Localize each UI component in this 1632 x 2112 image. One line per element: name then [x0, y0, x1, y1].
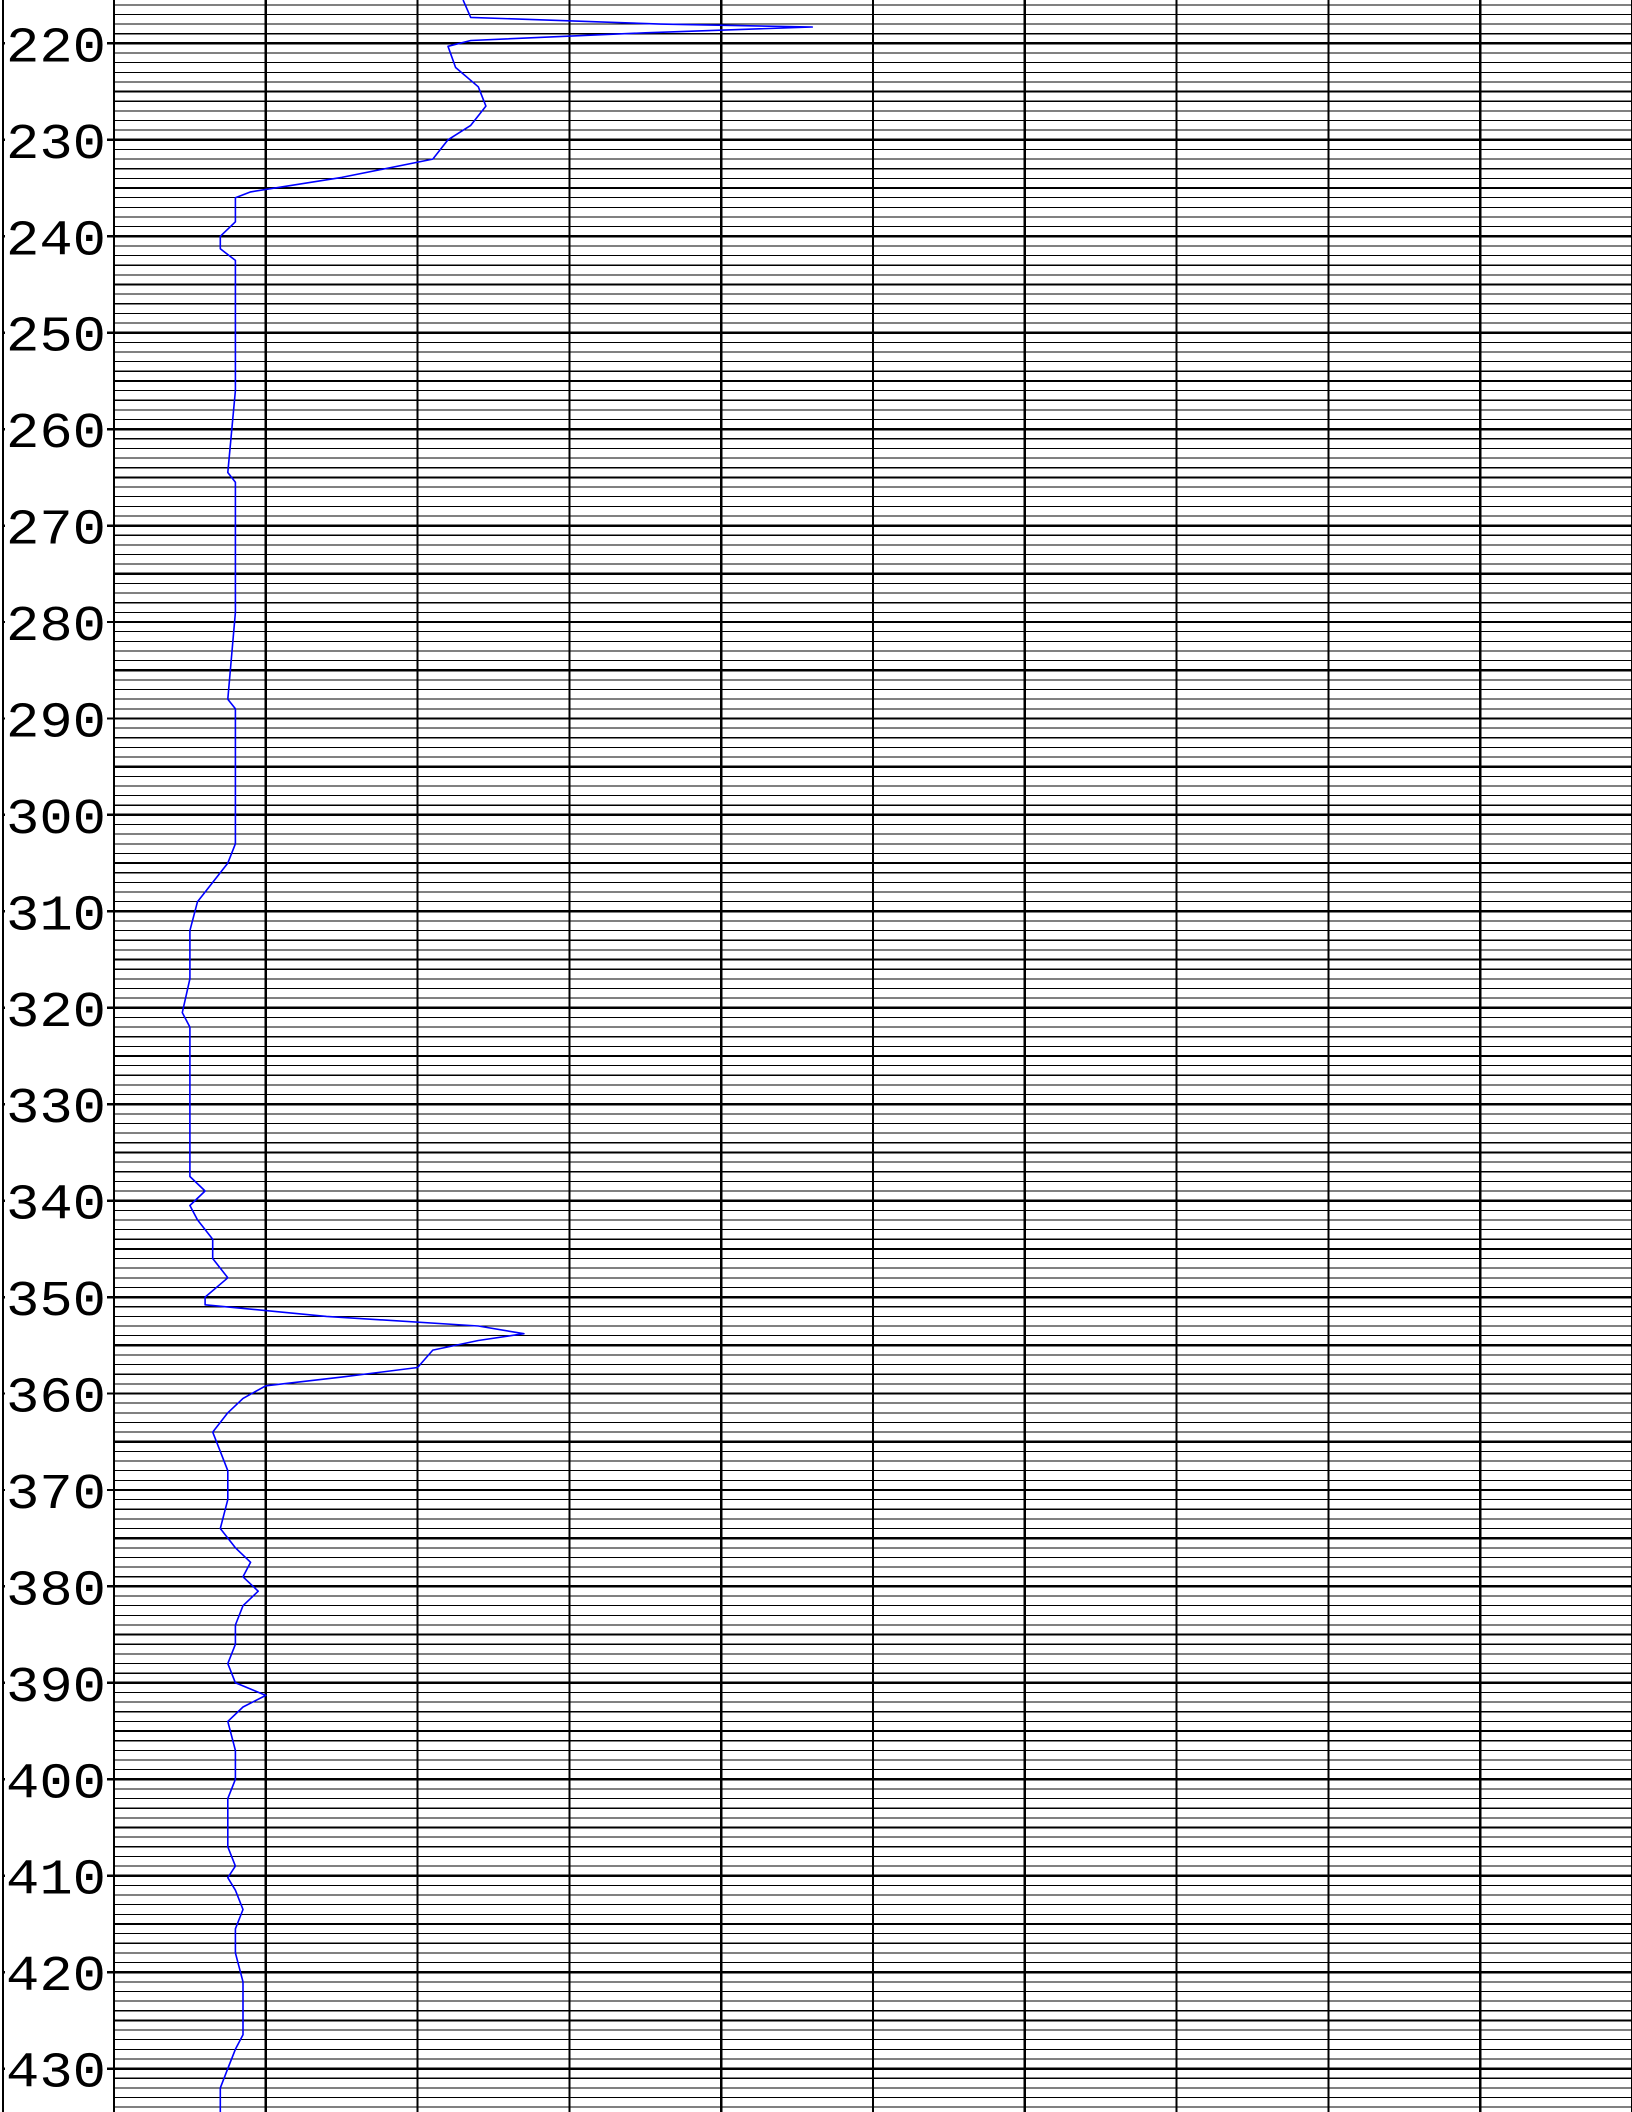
depth-tick-label: 320 [6, 985, 106, 1042]
depth-label-background [5, 500, 107, 547]
depth-label-background [5, 982, 107, 1029]
depth-label-background [5, 1464, 107, 1511]
depth-tick-label: 380 [6, 1563, 106, 1620]
depth-label-background [5, 18, 107, 65]
depth-label-background [5, 1657, 107, 1704]
depth-tick-label: 330 [6, 1081, 106, 1138]
depth-tick-label: 370 [6, 1467, 106, 1524]
depth-tick-label: 410 [6, 1853, 106, 1910]
depth-tick-label: 250 [6, 310, 106, 367]
depth-label-background [5, 1754, 107, 1801]
depth-tick-label: 340 [6, 1178, 106, 1235]
depth-label-background [5, 307, 107, 354]
depth-tick-label: 280 [6, 599, 106, 656]
depth-tick-label: 290 [6, 695, 106, 752]
depth-tick-label: 360 [6, 1371, 106, 1428]
depth-tick-label: 260 [6, 406, 106, 463]
depth-tick-label: 270 [6, 503, 106, 560]
depth-label-background [5, 1561, 107, 1608]
depth-label-background [5, 114, 107, 161]
depth-label-background [5, 597, 107, 644]
depth-label-background [5, 1850, 107, 1897]
depth-label-background [5, 1947, 107, 1994]
depth-tick-label: 400 [6, 1756, 106, 1813]
depth-tick-label: 220 [6, 20, 106, 77]
depth-label-background [5, 886, 107, 933]
depth-tick-label: 350 [6, 1274, 106, 1331]
depth-label-background [5, 2043, 107, 2090]
depth-label-background [5, 789, 107, 836]
depth-tick-label: 310 [6, 888, 106, 945]
depth-tick-label: 420 [6, 1949, 106, 2006]
curve-layer [181, 0, 814, 2112]
depth-tick-label: 390 [6, 1660, 106, 1717]
depth-label-background [5, 1175, 107, 1222]
depth-label-background [5, 211, 107, 258]
depth-tick-labels: 220 230 240 250 260 270 280 290 300 310 320 330 340 3… [5, 18, 107, 2103]
depth-tick-label: 240 [6, 213, 106, 270]
depth-label-background [5, 1368, 107, 1415]
depth-tick-label: 430 [6, 2046, 106, 2103]
depth-tick-label: 230 [6, 117, 106, 174]
depth-label-background [5, 1272, 107, 1319]
depth-tick-label: 300 [6, 792, 106, 849]
depth-label-background [5, 1079, 107, 1126]
depth-label-background [5, 693, 107, 740]
depth-label-background [5, 404, 107, 451]
log-curve [181, 0, 814, 2112]
